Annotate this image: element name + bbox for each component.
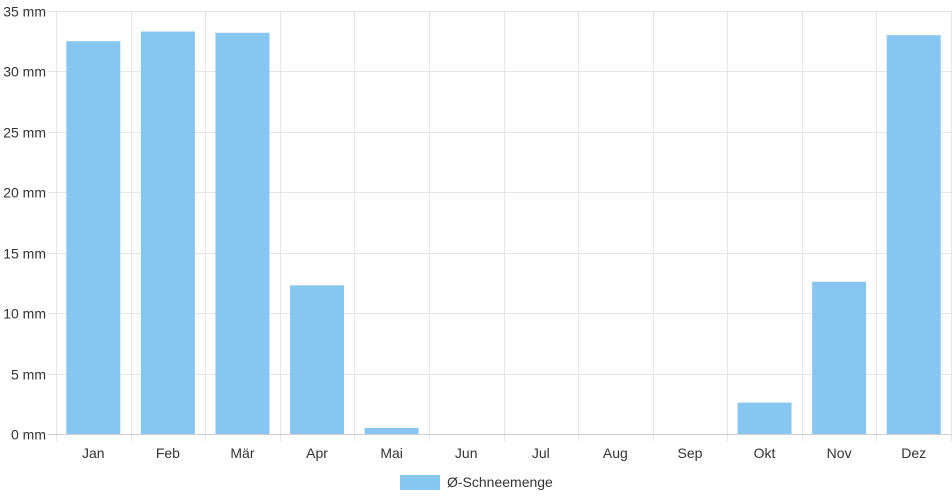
x-tick-label: Apr bbox=[306, 445, 328, 461]
y-tick-label: 20 mm bbox=[3, 185, 46, 201]
bar[interactable] bbox=[737, 402, 792, 434]
x-tick-label: Mär bbox=[230, 445, 254, 461]
bar[interactable] bbox=[886, 35, 941, 435]
x-tick-label: Feb bbox=[156, 445, 180, 461]
x-tick-label: Okt bbox=[754, 445, 776, 461]
y-tick-label: 15 mm bbox=[3, 246, 46, 262]
bar[interactable] bbox=[66, 41, 121, 435]
x-tick-label: Jul bbox=[532, 445, 550, 461]
x-tick-labels: Jan Feb Mär Apr Mai Jun Jul Aug Sep Okt Nov Dez bbox=[82, 445, 926, 461]
legend[interactable]: Ø-Schneemenge bbox=[400, 474, 553, 490]
y-tick-label: 35 mm bbox=[3, 4, 46, 20]
y-tick-label: 5 mm bbox=[11, 367, 46, 383]
x-tick-label: Aug bbox=[603, 445, 628, 461]
y-tick-label: 25 mm bbox=[3, 125, 46, 141]
y-tick-labels: 0 mm 5 mm 10 mm 15 mm 20 mm 25 mm 30 mm 35 mm bbox=[3, 4, 46, 443]
y-tick-label: 0 mm bbox=[11, 427, 46, 443]
legend-swatch bbox=[400, 475, 440, 490]
bar[interactable] bbox=[364, 427, 419, 434]
x-tick-label: Dez bbox=[901, 445, 926, 461]
bars bbox=[66, 31, 941, 435]
y-tick-label: 10 mm bbox=[3, 306, 46, 322]
x-tick-label: Jun bbox=[455, 445, 478, 461]
x-tick-label: Sep bbox=[677, 445, 702, 461]
x-tick-label: Nov bbox=[827, 445, 852, 461]
x-tick-label: Mai bbox=[380, 445, 403, 461]
bar[interactable] bbox=[290, 285, 345, 434]
bar[interactable] bbox=[215, 32, 270, 434]
legend-label: Ø-Schneemenge bbox=[447, 474, 553, 490]
bar[interactable] bbox=[140, 31, 195, 435]
bar[interactable] bbox=[812, 281, 867, 434]
grid bbox=[48, 11, 952, 441]
x-tick-label: Jan bbox=[82, 445, 105, 461]
y-tick-label: 30 mm bbox=[3, 64, 46, 80]
